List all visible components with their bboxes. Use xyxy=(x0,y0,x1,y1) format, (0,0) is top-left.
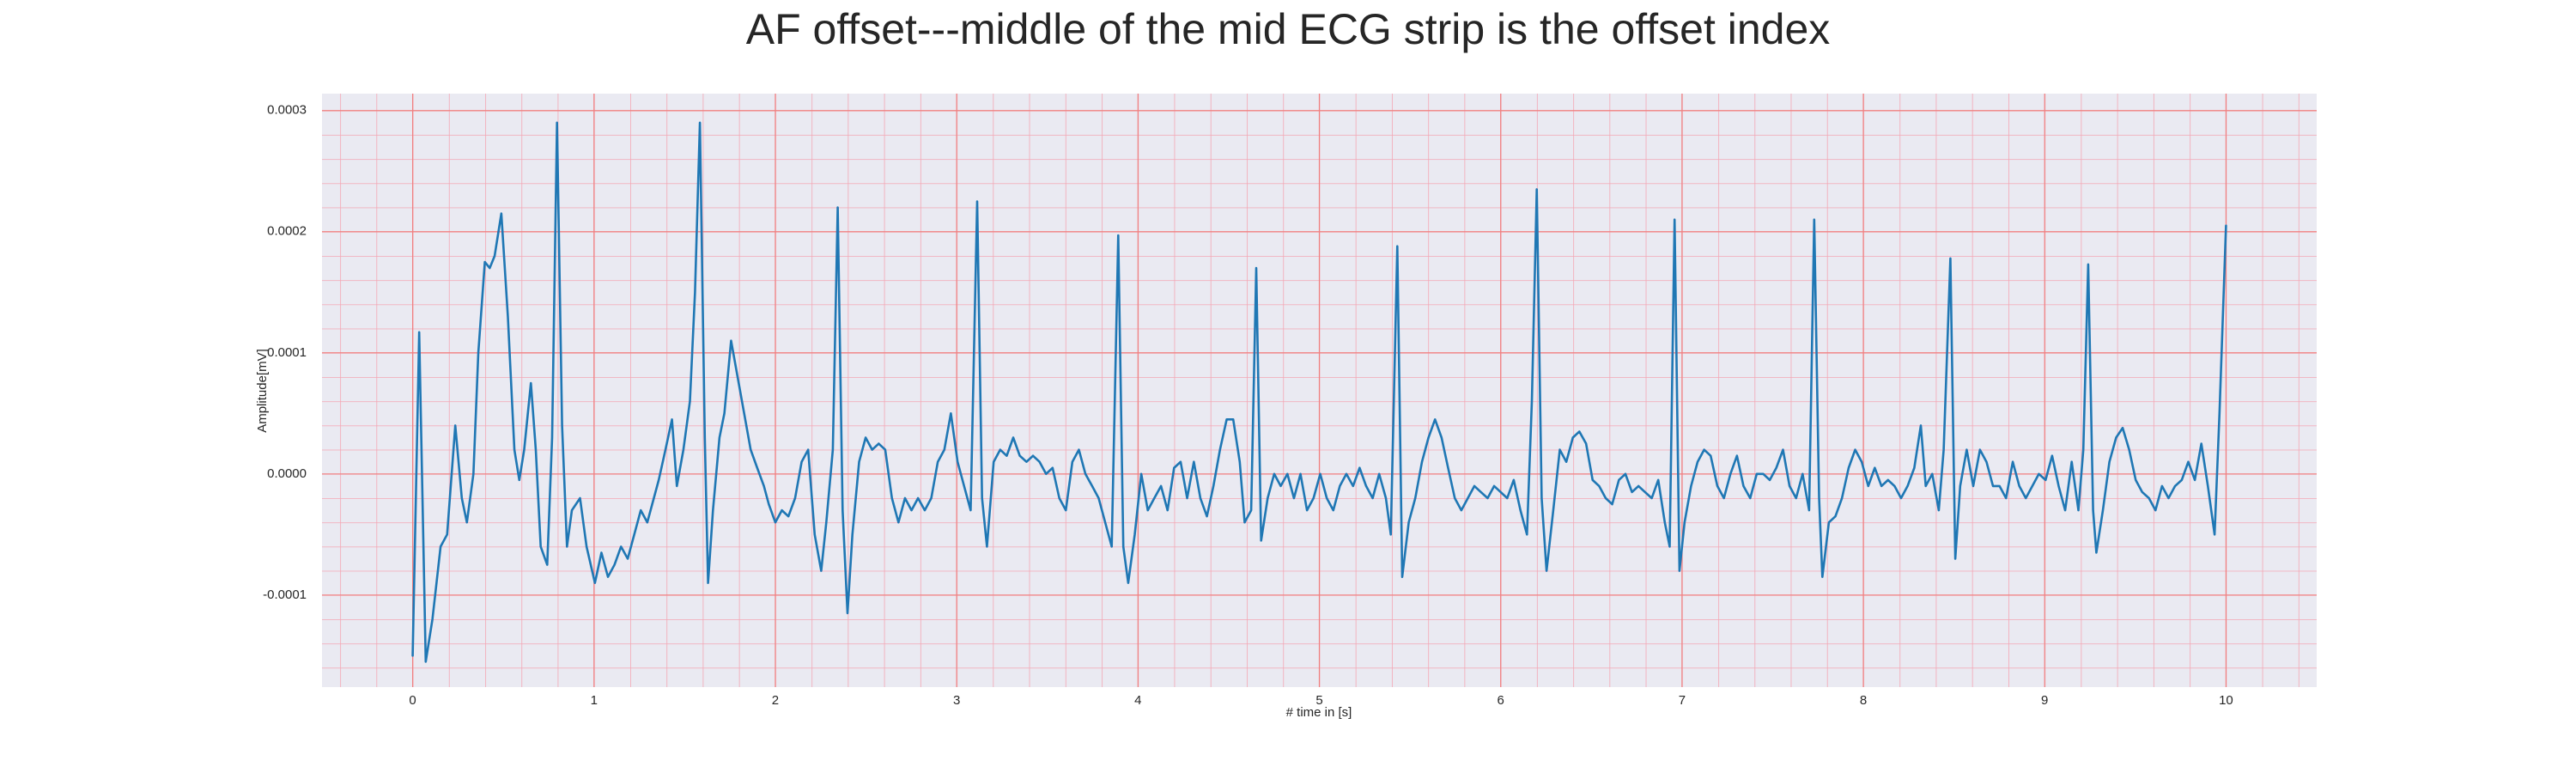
y-tick-label: 0.0001 xyxy=(267,345,307,360)
x-tick-label: 10 xyxy=(2219,693,2233,708)
y-tick-label: 0.0003 xyxy=(267,103,307,118)
x-tick-label: 0 xyxy=(409,693,416,708)
x-tick-label: 1 xyxy=(591,693,598,708)
x-tick-label: 4 xyxy=(1134,693,1141,708)
x-axis-label: # time in [s] xyxy=(1286,705,1352,720)
x-tick-label: 7 xyxy=(1679,693,1686,708)
chart-title: AF offset---middle of the mid ECG strip … xyxy=(746,5,1831,53)
y-axis-label: Amplitude[mV] xyxy=(255,349,270,433)
y-tick-label: 0.0002 xyxy=(267,224,307,239)
x-tick-label: 5 xyxy=(1315,693,1322,708)
x-tick-label: 2 xyxy=(772,693,779,708)
y-tick-label: 0.0000 xyxy=(267,466,307,481)
x-tick-label: 3 xyxy=(953,693,960,708)
y-tick-label: -0.0001 xyxy=(263,587,307,602)
x-tick-label: 9 xyxy=(2041,693,2048,708)
ecg-line xyxy=(411,121,2227,663)
x-tick-label: 6 xyxy=(1498,693,1504,708)
x-tick-label: 8 xyxy=(1860,693,1867,708)
